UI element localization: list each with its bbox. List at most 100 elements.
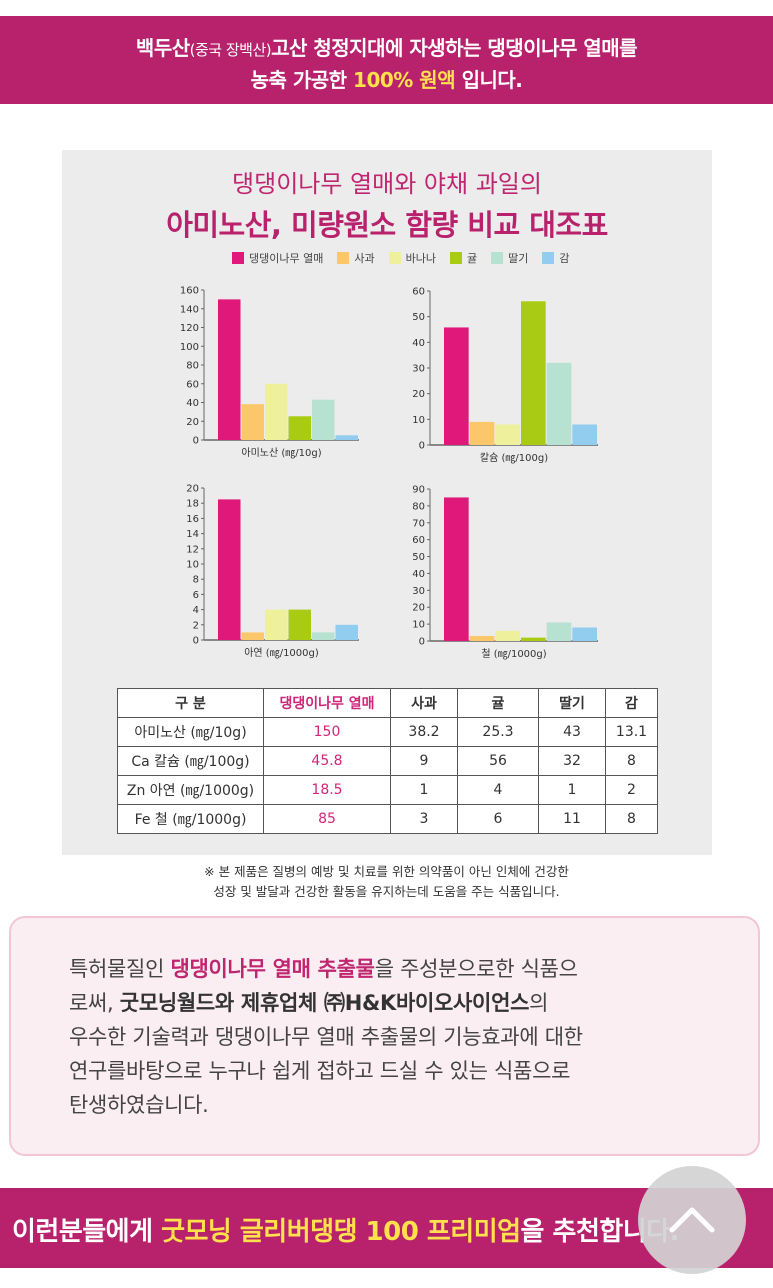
comparison-chart-panel: 댕댕이나무 열매와 야채 과일의 아미노산, 미량원소 함량 비교 대조표 댕댕… xyxy=(62,150,712,855)
legend-label: 딸기 xyxy=(508,252,529,265)
bar-chart: 0 20 40 60 80 100 120 140 160 아미노산 (㎎/10g) xyxy=(180,286,359,459)
y-tick-label: 8 xyxy=(193,575,199,586)
table-row: Ca 칼슘 (㎎/100g) 45.8 9 56 32 8 xyxy=(117,746,658,776)
bar xyxy=(288,609,311,640)
table-cell: 2 xyxy=(605,775,658,805)
table-cell: 45.8 xyxy=(263,746,391,776)
table-header: 구 분 xyxy=(117,688,264,718)
scroll-to-top-button[interactable] xyxy=(638,1166,746,1274)
info-text: 을 주성분으로한 식품으 xyxy=(374,957,578,981)
y-tick-label: 12 xyxy=(186,544,199,555)
table-cell: 150 xyxy=(263,717,391,747)
legend-label: 바나나 xyxy=(405,252,436,265)
y-tick-label: 30 xyxy=(412,586,425,597)
info-line: 탄생하였습니다. xyxy=(69,1093,209,1117)
y-tick-label: 90 xyxy=(412,485,425,496)
table-header: 감 xyxy=(605,688,658,718)
legend-swatch xyxy=(232,252,244,264)
table-cell: 32 xyxy=(538,746,606,776)
table-header: 귤 xyxy=(457,688,539,718)
table-row: Zn 아연 (㎎/1000g) 18.5 1 4 1 2 xyxy=(117,775,658,805)
bar xyxy=(335,624,358,640)
bar xyxy=(495,630,520,641)
bar xyxy=(469,635,495,641)
note-line: 성장 및 발달과 건강한 활동을 유지하는데 도움을 주는 식품입니다. xyxy=(213,884,560,899)
banner-text: 농축 가공한 xyxy=(250,68,354,92)
y-tick-label: 20 xyxy=(186,417,199,428)
y-tick-label: 40 xyxy=(412,338,425,349)
bar-chart: 0 2 4 6 8 10 12 14 16 18 20 아연 (㎎/1000g) xyxy=(186,484,359,659)
table-cell: 18.5 xyxy=(263,775,391,805)
panel-subtitle: 댕댕이나무 열매와 야채 과일의 xyxy=(232,170,542,198)
y-tick-label: 14 xyxy=(186,529,199,540)
table-header-row: 구 분 댕댕이나무 열매 사과 귤 딸기 감 xyxy=(117,688,658,718)
y-tick-label: 16 xyxy=(186,514,199,525)
chart-legend: 댕댕이나무 열매 사과 바나나 귤 딸기 감 xyxy=(232,250,583,266)
bar xyxy=(241,632,264,640)
legend-swatch xyxy=(449,252,462,264)
y-tick-label: 0 xyxy=(419,441,425,452)
bar xyxy=(335,435,358,440)
bar xyxy=(265,609,288,640)
info-line: 우수한 기술력과 댕댕이나무 열매 추출물의 기능효과에 대한 xyxy=(69,1025,583,1049)
comparison-table: 구 분 댕댕이나무 열매 사과 귤 딸기 감 아미노산 (㎎/10g) 150 … xyxy=(117,688,658,834)
info-line: 연구를바탕으로 누구나 쉽게 접하고 드실 수 있는 식품으로 xyxy=(69,1059,571,1083)
bar xyxy=(521,637,546,641)
info-line: 로써, 굿모닝월드와 제휴업체 ㈜H&K바이오사이언스의 xyxy=(69,986,758,1020)
table-cell: 85 xyxy=(263,804,391,834)
y-tick-label: 50 xyxy=(412,312,425,323)
bar xyxy=(469,421,495,445)
legend-label: 감 xyxy=(559,252,570,265)
banner-highlight: 100% 원액 xyxy=(353,68,456,92)
y-tick-label: 80 xyxy=(186,361,199,372)
bar xyxy=(495,424,520,445)
legend-item: 사과 xyxy=(337,250,375,266)
banner-text: 백두산 xyxy=(135,36,190,60)
chevron-up-icon xyxy=(669,1207,715,1233)
bar xyxy=(218,299,241,440)
legend-item: 귤 xyxy=(449,250,477,266)
bar-chart: 0 10 20 30 40 50 60 칼슘 (㎎/100g) xyxy=(412,287,598,464)
table-cell: 6 xyxy=(457,804,539,834)
table-cell: 11 xyxy=(538,804,606,834)
y-tick-label: 60 xyxy=(412,535,425,546)
y-tick-label: 10 xyxy=(186,560,199,571)
y-tick-label: 40 xyxy=(412,569,425,580)
table-cell: 25.3 xyxy=(457,717,539,747)
table-cell: 8 xyxy=(605,746,658,776)
bar xyxy=(444,327,469,445)
legend-item: 감 xyxy=(542,250,569,266)
legend-swatch xyxy=(491,252,504,264)
legend-label: 댕댕이나무 열매 xyxy=(249,252,324,265)
y-tick-label: 18 xyxy=(186,499,199,510)
legend-item: 딸기 xyxy=(491,250,528,266)
x-axis-label: 철 (㎎/1000g) xyxy=(481,648,546,660)
info-text: 의 xyxy=(529,991,549,1015)
table-cell: 아미노산 (㎎/10g) xyxy=(117,717,264,747)
info-line: 특허물질인 댕댕이나무 열매 추출물을 주성분으로한 식품으 xyxy=(69,952,758,986)
bar xyxy=(241,404,264,440)
table-cell: Zn 아연 (㎎/1000g) xyxy=(117,775,264,805)
info-highlight: 댕댕이나무 열매 추출물 xyxy=(170,957,375,981)
x-axis-label: 아연 (㎎/1000g) xyxy=(244,647,319,659)
bar xyxy=(546,622,572,641)
table-cell: 1 xyxy=(390,775,458,805)
info-text: 로써, xyxy=(69,991,120,1015)
x-axis-label: 칼슘 (㎎/100g) xyxy=(480,451,548,464)
banner-text-small: (중국 장백산) xyxy=(189,41,272,59)
table-cell: 3 xyxy=(390,804,458,834)
legend-label: 사과 xyxy=(354,252,375,265)
bottom-banner-text: 이런분들에게 xyxy=(12,1217,162,1247)
note-line: ※ 본 제품은 질병의 예방 및 치료를 위한 의약품이 아닌 인체에 건강한 xyxy=(204,864,569,879)
y-tick-label: 4 xyxy=(193,605,199,616)
disclaimer-note: ※ 본 제품은 질병의 예방 및 치료를 위한 의약품이 아닌 인체에 건강한 … xyxy=(0,862,773,902)
y-tick-label: 60 xyxy=(186,379,199,390)
y-tick-label: 2 xyxy=(193,620,199,631)
table-cell: Fe 철 (㎎/1000g) xyxy=(117,804,264,834)
banner-line-1: 백두산(중국 장백산)고산 청정지대에 자생하는 댕댕이나무 열매를 xyxy=(0,33,773,65)
banner-text: 입니다. xyxy=(455,68,523,92)
table-row: Fe 철 (㎎/1000g) 85 3 6 11 8 xyxy=(117,804,658,834)
table-cell: 38.2 xyxy=(390,717,458,747)
y-tick-label: 30 xyxy=(412,364,425,375)
